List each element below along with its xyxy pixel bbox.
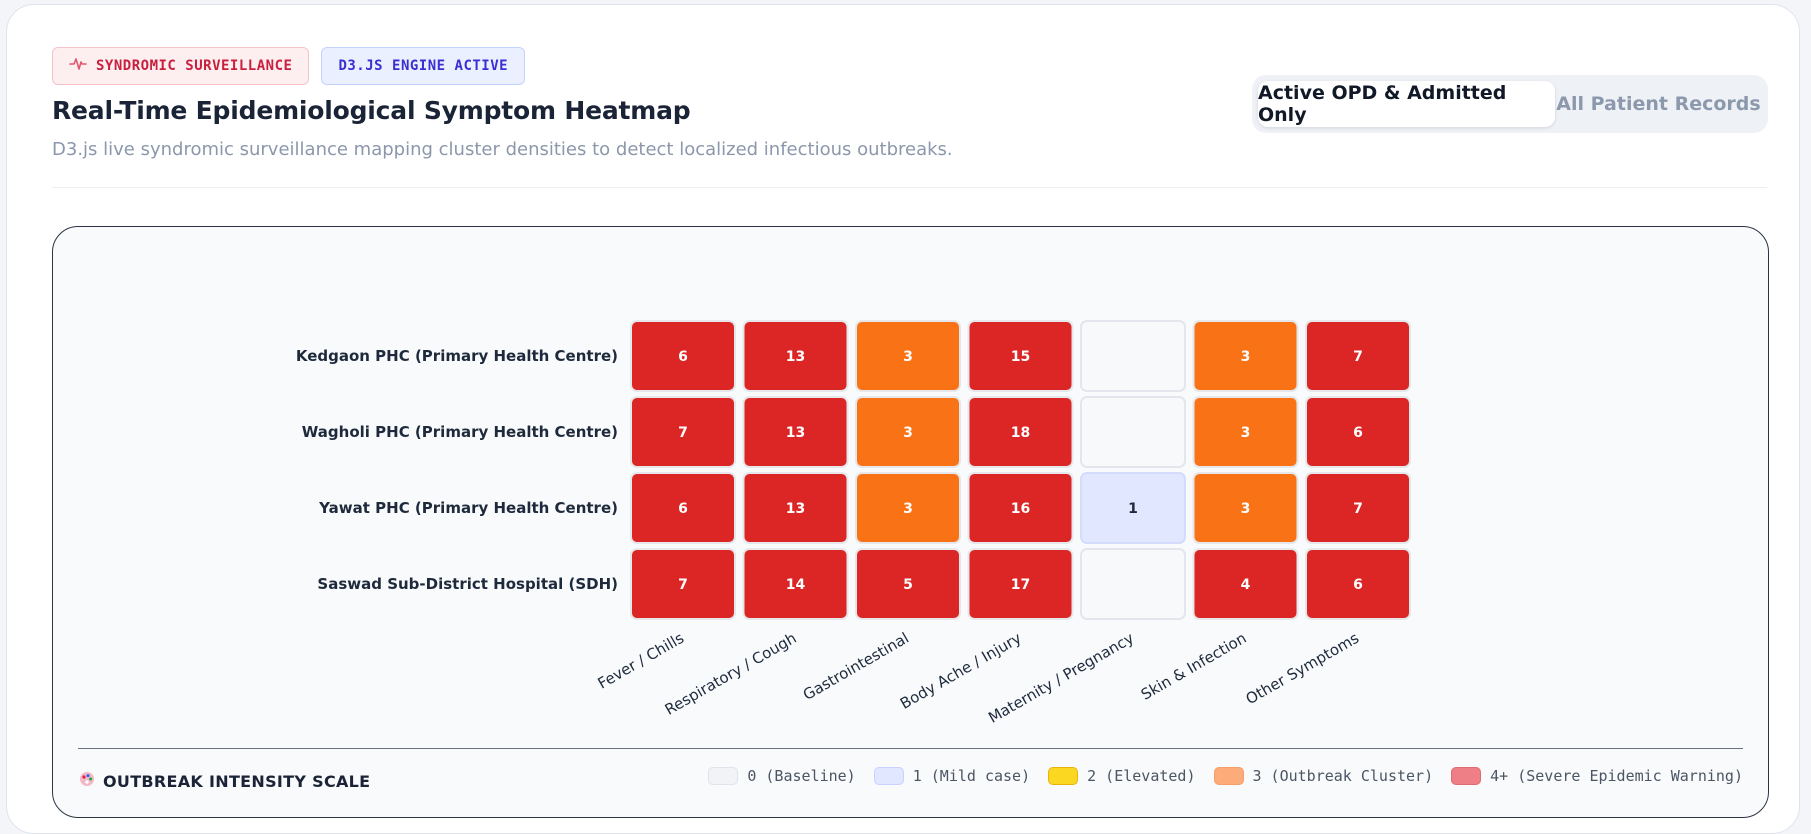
legend-title-label: OUTBREAK INTENSITY SCALE bbox=[103, 771, 371, 791]
legend-title: OUTBREAK INTENSITY SCALE bbox=[79, 771, 370, 791]
heatmap-cell[interactable] bbox=[967, 320, 1074, 392]
heatmap-cell[interactable] bbox=[1192, 548, 1299, 620]
heatmap-cell-value: 6 bbox=[1353, 425, 1363, 441]
heatmap-cell-value: 1 bbox=[1128, 501, 1138, 517]
heatmap-cell-value: 16 bbox=[1011, 501, 1030, 517]
symptom-heatmap: Kedgaon PHC (Primary Health Centre) 6 13 3 1… bbox=[296, 320, 1411, 727]
badge-label: SYNDROMIC SURVEILLANCE bbox=[96, 58, 293, 74]
column-label: Skin & Infection bbox=[1138, 629, 1250, 704]
syndromic-surveillance-badge: SYNDROMIC SURVEILLANCE bbox=[52, 47, 310, 85]
heatmap-cell[interactable] bbox=[1080, 320, 1186, 392]
heatmap-cell[interactable] bbox=[1080, 472, 1186, 544]
legend-label: 0 (Baseline) bbox=[747, 767, 856, 785]
heatmap-cell[interactable] bbox=[1192, 320, 1299, 392]
heatmap-cell[interactable] bbox=[1192, 396, 1299, 468]
legend-items: 0 (Baseline) 1 (Mild case) 2 (Elevated) 3 (… bbox=[708, 767, 1743, 785]
heatmap-cell[interactable] bbox=[742, 472, 849, 544]
heatmap-cell-value: 14 bbox=[786, 577, 806, 593]
heatmap-cell[interactable] bbox=[1080, 396, 1186, 468]
legend-label: 3 (Outbreak Cluster) bbox=[1252, 767, 1434, 785]
heatmap-cell-value: 6 bbox=[1353, 577, 1363, 593]
heatmap-cell[interactable] bbox=[1305, 548, 1411, 620]
heatmap-cell-value: 6 bbox=[678, 501, 688, 517]
legend-swatch bbox=[708, 767, 739, 785]
pulse-icon bbox=[69, 56, 87, 76]
header-divider bbox=[52, 187, 1767, 188]
record-filter-toggle: Active OPD & Admitted Only All Patient R… bbox=[1252, 75, 1768, 133]
engine-status-badge: D3.JS ENGINE ACTIVE bbox=[321, 47, 526, 85]
heatmap-panel: Kedgaon PHC (Primary Health Centre) 6 13 3 1… bbox=[52, 226, 1769, 818]
heatmap-cell-value: 5 bbox=[903, 577, 913, 593]
legend-label: 2 (Elevated) bbox=[1087, 767, 1196, 785]
column-label: Gastrointestinal bbox=[800, 629, 912, 704]
legend-swatch bbox=[1451, 767, 1482, 785]
row-label: Saswad Sub-District Hospital (SDH) bbox=[317, 575, 618, 593]
heatmap-cell[interactable] bbox=[1192, 472, 1299, 544]
heatmap-cell[interactable] bbox=[1305, 472, 1411, 544]
heatmap-cell-value: 17 bbox=[1011, 577, 1030, 593]
heatmap-cell[interactable] bbox=[630, 548, 736, 620]
heatmap-cell[interactable] bbox=[742, 320, 849, 392]
heatmap-cell-value: 13 bbox=[786, 425, 805, 441]
legend-swatch bbox=[1048, 767, 1079, 785]
heatmap-cell-value: 7 bbox=[678, 577, 688, 593]
all-records-filter-button[interactable]: All Patient Records bbox=[1556, 93, 1761, 115]
column-label: Other Symptoms bbox=[1243, 629, 1362, 708]
surveillance-card: SYNDROMIC SURVEILLANCE D3.JS ENGINE ACTI… bbox=[6, 4, 1800, 834]
column-label: Fever / Chills bbox=[595, 629, 687, 693]
heatmap-cell[interactable] bbox=[742, 396, 849, 468]
heatmap-cell-value: 18 bbox=[1011, 425, 1030, 441]
heatmap-cell[interactable] bbox=[1305, 320, 1411, 392]
heatmap-cell-value: 13 bbox=[786, 501, 805, 517]
heatmap-cell-value: 3 bbox=[1241, 501, 1251, 517]
heatmap-cell-value: 13 bbox=[786, 349, 805, 365]
page-title: Real-Time Epidemiological Symptom Heatma… bbox=[52, 96, 691, 125]
legend-label: 4+ (Severe Epidemic Warning) bbox=[1490, 767, 1743, 785]
page-subtitle: D3.js live syndromic surveillance mappin… bbox=[52, 139, 953, 160]
heatmap-cell[interactable] bbox=[855, 320, 961, 392]
heatmap-cell-value: 3 bbox=[1241, 425, 1251, 441]
heatmap-cell-value: 7 bbox=[678, 425, 688, 441]
legend-swatch bbox=[1213, 767, 1244, 785]
heatmap-cell-value: 15 bbox=[1011, 349, 1030, 365]
heatmap-cell-value: 6 bbox=[678, 349, 688, 365]
heatmap-cell[interactable] bbox=[967, 472, 1074, 544]
row-label: Kedgaon PHC (Primary Health Centre) bbox=[296, 347, 618, 365]
heatmap-cell[interactable] bbox=[630, 320, 736, 392]
heatmap-cell[interactable] bbox=[630, 396, 736, 468]
heatmap-cell[interactable] bbox=[1080, 548, 1186, 620]
legend-item: 1 (Mild case) bbox=[873, 767, 1031, 785]
legend-item: 3 (Outbreak Cluster) bbox=[1213, 767, 1434, 785]
heatmap-cell[interactable] bbox=[967, 548, 1074, 620]
legend-divider bbox=[78, 748, 1743, 749]
heatmap-cell[interactable] bbox=[1305, 396, 1411, 468]
badge-group: SYNDROMIC SURVEILLANCE D3.JS ENGINE ACTI… bbox=[52, 47, 526, 85]
legend-label: 1 (Mild case) bbox=[912, 767, 1031, 785]
heatmap-cell[interactable] bbox=[630, 472, 736, 544]
heatmap-cell[interactable] bbox=[855, 548, 961, 620]
row-label: Yawat PHC (Primary Health Centre) bbox=[318, 499, 618, 517]
heatmap-cell-value: 3 bbox=[903, 425, 913, 441]
row-label: Wagholi PHC (Primary Health Centre) bbox=[302, 423, 618, 441]
legend-item: 2 (Elevated) bbox=[1048, 767, 1196, 785]
legend-item: 4+ (Severe Epidemic Warning) bbox=[1451, 767, 1743, 785]
palette-icon bbox=[79, 771, 95, 791]
heatmap-cell[interactable] bbox=[742, 548, 849, 620]
heatmap-cell[interactable] bbox=[967, 396, 1074, 468]
legend-item: 0 (Baseline) bbox=[708, 767, 856, 785]
heatmap-cell[interactable] bbox=[855, 396, 961, 468]
heatmap-cell-value: 4 bbox=[1241, 577, 1251, 593]
active-opd-filter-button[interactable]: Active OPD & Admitted Only bbox=[1258, 81, 1555, 127]
heatmap-cell-value: 3 bbox=[1241, 349, 1251, 365]
legend-swatch bbox=[873, 767, 904, 785]
heatmap-cell-value: 7 bbox=[1353, 349, 1363, 365]
heatmap-cell[interactable] bbox=[855, 472, 961, 544]
heatmap-cell-value: 3 bbox=[903, 501, 913, 517]
heatmap-cell-value: 7 bbox=[1353, 501, 1363, 517]
heatmap-cell-value: 3 bbox=[903, 349, 913, 365]
badge-label: D3.JS ENGINE ACTIVE bbox=[338, 58, 509, 74]
